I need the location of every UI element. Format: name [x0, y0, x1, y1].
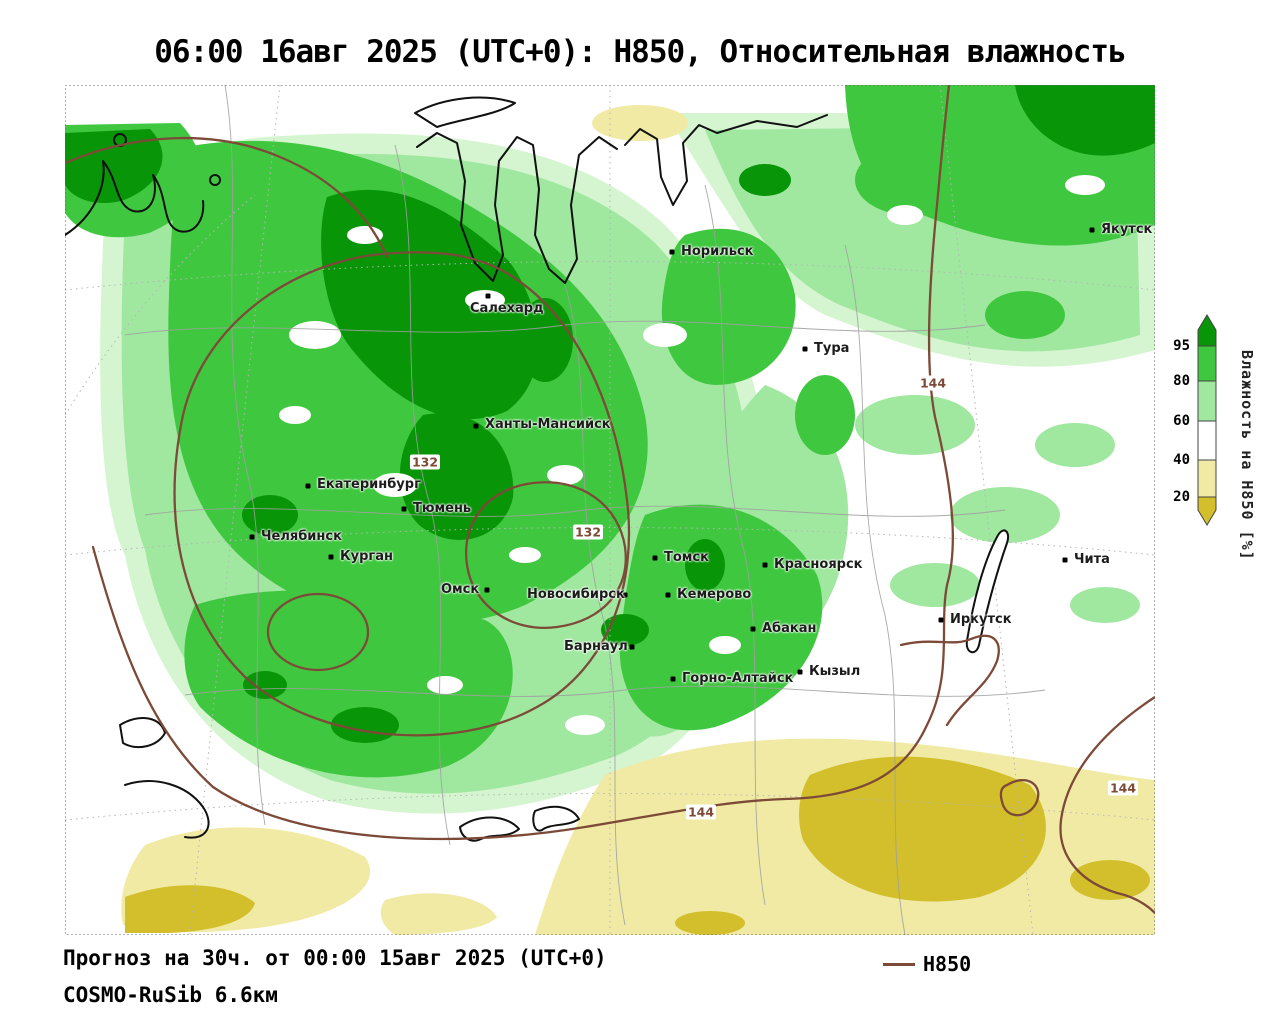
- city-marker: [629, 644, 635, 650]
- city-label: Новосибирск: [527, 587, 625, 602]
- city-label: Томск: [664, 550, 709, 565]
- contour-value-label: 144: [685, 804, 717, 820]
- city-marker: [670, 676, 676, 682]
- map-overlay: Норильск Якутск Салехард Тура Ханты-Мансийск…: [65, 85, 1155, 935]
- coast-layer: [65, 96, 1009, 842]
- contour-value-label: 132: [409, 454, 441, 470]
- city-label: Екатеринбург: [317, 477, 421, 492]
- colorbar-seg-80-95: [1198, 346, 1216, 381]
- colorbar-scale: [1197, 314, 1217, 526]
- contour-value-label: 144: [917, 375, 949, 391]
- city-marker: [762, 562, 768, 568]
- page-title: 06:00 16авг 2025 (UTC+0): H850, Относите…: [154, 34, 1127, 70]
- colorbar-tick: 80: [1173, 373, 1190, 389]
- contour-layer: [65, 85, 1155, 915]
- city-marker: [1089, 227, 1095, 233]
- city-label: Омск: [441, 582, 480, 597]
- model-info: COSMO-RuSib 6.6км: [63, 983, 278, 1007]
- colorbar: [1196, 314, 1218, 526]
- city-marker: [622, 592, 628, 598]
- colorbar-seg-60-80: [1198, 381, 1216, 421]
- legend-label: H850: [923, 952, 972, 976]
- city-label: Ханты-Мансийск: [485, 417, 611, 432]
- city-marker: [485, 293, 491, 299]
- city-marker: [249, 534, 255, 540]
- colorbar-seg-40-60: [1198, 421, 1216, 460]
- city-label: Абакан: [762, 621, 817, 636]
- map-art: [65, 85, 1155, 935]
- city-label: Курган: [340, 549, 393, 564]
- city-marker: [305, 483, 311, 489]
- city-label: Якутск: [1101, 222, 1153, 237]
- city-label: Тюмень: [413, 501, 472, 516]
- city-label: Челябинск: [261, 529, 342, 544]
- colorbar-seg-20-40: [1198, 460, 1216, 497]
- city-label: Салехард: [470, 301, 544, 316]
- map: Норильск Якутск Салехард Тура Ханты-Мансийск…: [65, 85, 1155, 935]
- h850-line-swatch: [883, 962, 915, 966]
- city-label: Норильск: [681, 244, 754, 259]
- forecast-info: Прогноз на 30ч. от 00:00 15авг 2025 (UTC…: [63, 946, 607, 970]
- city-marker: [750, 626, 756, 632]
- colorbar-tick: 20: [1173, 489, 1190, 505]
- city-marker: [665, 592, 671, 598]
- colorbar-tick: 95: [1173, 338, 1190, 354]
- city-label: Иркутск: [950, 612, 1012, 627]
- colorbar-seg-lt20: [1198, 497, 1216, 525]
- colorbar-label: Влажность на H850 [%]: [1238, 350, 1256, 561]
- colorbar-tick: 60: [1173, 413, 1190, 429]
- city-label: Чита: [1074, 552, 1110, 567]
- city-label: Кызыл: [809, 664, 861, 679]
- city-label: Тура: [814, 341, 850, 356]
- city-label: Барнаул: [564, 639, 628, 654]
- colorbar-ticks: 95 80 60 40 20: [1164, 314, 1192, 526]
- city-marker: [802, 346, 808, 352]
- colorbar-tick: 40: [1173, 452, 1190, 468]
- colorbar-seg-gt95: [1198, 315, 1216, 346]
- city-marker: [473, 423, 479, 429]
- city-label: Кемерово: [677, 587, 752, 602]
- graticule-layer: [65, 85, 1155, 935]
- contour-value-label: 132: [572, 524, 604, 540]
- city-marker: [669, 249, 675, 255]
- legend: H850: [883, 952, 971, 976]
- city-marker: [401, 506, 407, 512]
- city-marker: [328, 554, 334, 560]
- city-marker: [1062, 557, 1068, 563]
- city-marker: [484, 587, 490, 593]
- city-marker: [797, 669, 803, 675]
- contour-value-label: 144: [1107, 780, 1139, 796]
- city-marker: [652, 555, 658, 561]
- city-label: Горно-Алтайск: [682, 671, 794, 686]
- city-marker: [938, 617, 944, 623]
- city-label: Красноярск: [774, 557, 863, 572]
